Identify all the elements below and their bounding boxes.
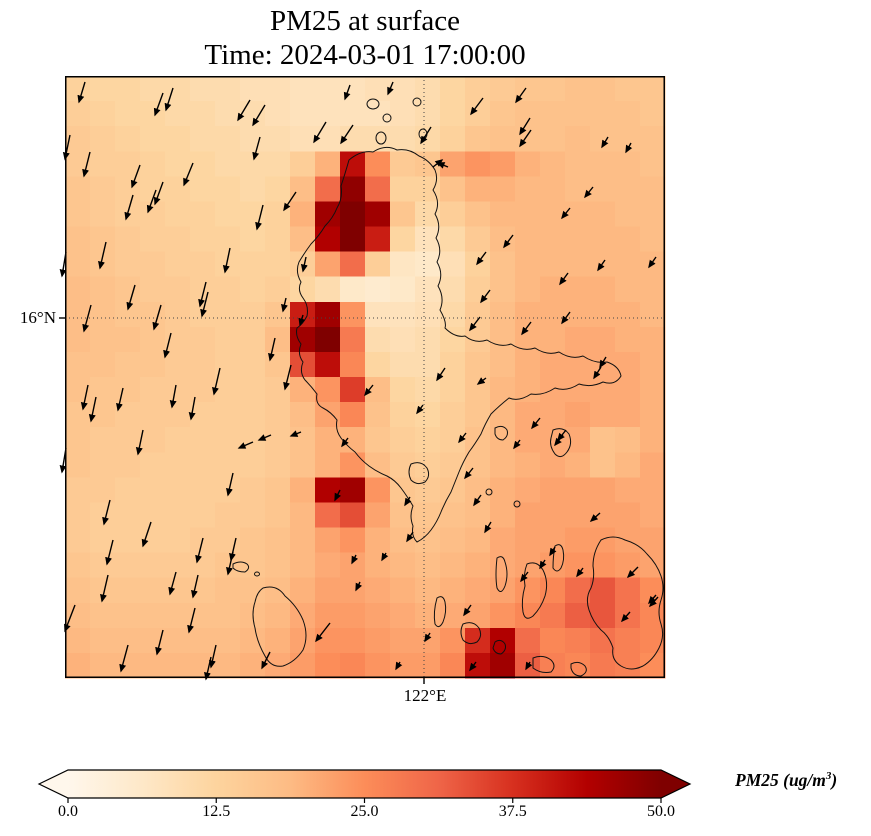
coastline-babuyan-2 [382, 113, 392, 123]
colorbar-tick-label: 37.5 [498, 803, 527, 820]
x-tick-label: 122°E [403, 686, 447, 705]
coastline-mindoro [252, 586, 307, 667]
coastline-babuyan-1 [366, 98, 380, 110]
colorbar-label-close: ) [831, 770, 838, 790]
colorbar-tick-marks [67, 798, 662, 803]
coastlines [232, 97, 664, 677]
colorbar-tick-label: 25.0 [350, 803, 379, 820]
coastline-marinduque [408, 462, 430, 485]
coastline-luzon [296, 146, 622, 543]
coastline-ticao [552, 544, 565, 572]
coastline-islet-f [254, 571, 260, 577]
plot-title-line2: Time: 2024-03-01 17:00:00 [204, 39, 526, 71]
axes-border [65, 76, 665, 678]
colorbar-tick-label: 0.0 [58, 803, 78, 820]
colorbar-label-superscript: 3 [825, 770, 832, 783]
pm25-heatmap [65, 76, 666, 679]
colorbar [37, 769, 692, 803]
coastline-islet-c [570, 661, 587, 677]
axis-ticks [59, 317, 425, 684]
y-tick-label: 16°N [19, 308, 56, 327]
coastline-polillo [494, 425, 508, 441]
plot-title: PM25 at surface Time: 2024-03-01 17:00:0… [65, 4, 665, 72]
coastline-masbate [521, 562, 548, 619]
coastline-burias [495, 556, 508, 592]
colorbar-label: PM25 (ug/m3) [735, 770, 837, 791]
coastline-samar [586, 536, 664, 670]
coastline-sibuyan [460, 622, 482, 645]
colorbar-label-text: PM25 (ug/m [735, 770, 826, 790]
colorbar-tick-label: 50.0 [647, 803, 675, 820]
coastline-islet-b [532, 655, 555, 673]
coastline-islet-d [485, 488, 493, 496]
map-axes [59, 76, 666, 684]
plot-title-line1: PM25 at surface [269, 5, 461, 37]
coastline-islet-a [492, 639, 506, 655]
coastline-lubang [232, 561, 250, 573]
coastline-islet-e [513, 500, 521, 508]
coastline-babuyan-4 [412, 97, 422, 107]
colorbar-tick-label: 12.5 [202, 803, 231, 820]
coastline-tablas [433, 596, 447, 628]
colorbar-bar [37, 769, 692, 799]
coastline-babuyan-3 [375, 131, 387, 145]
